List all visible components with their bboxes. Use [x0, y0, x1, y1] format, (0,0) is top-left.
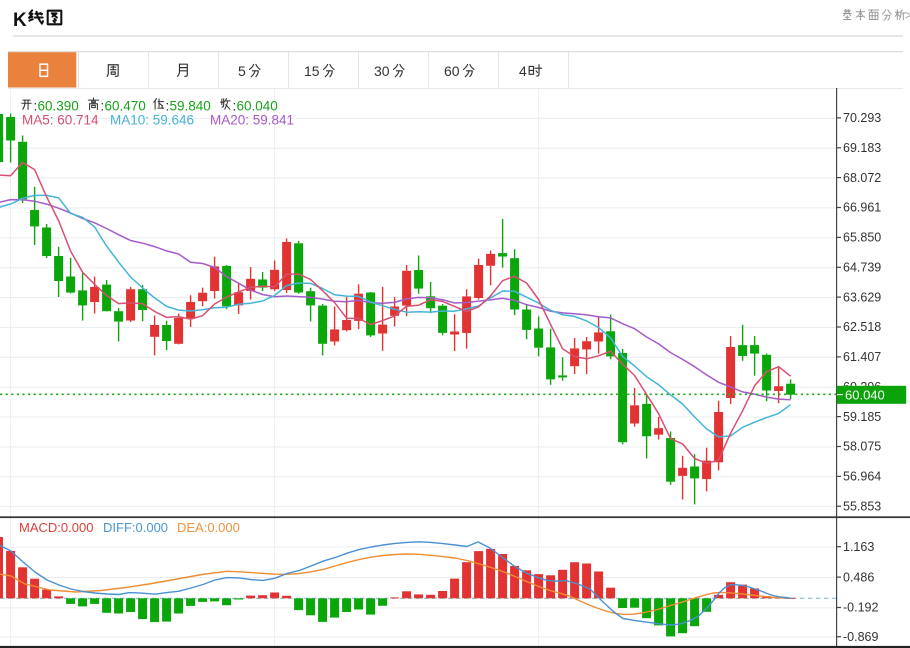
- svg-text:K: K: [13, 10, 27, 31]
- svg-text:DEA:0.000: DEA:0.000: [177, 520, 240, 535]
- svg-text:62.518: 62.518: [843, 320, 881, 334]
- svg-text:69.183: 69.183: [843, 141, 881, 155]
- svg-text:1.163: 1.163: [843, 540, 874, 554]
- svg-text:5: 5: [238, 63, 246, 79]
- svg-text:68.072: 68.072: [843, 171, 881, 185]
- svg-text:-0.192: -0.192: [843, 601, 878, 615]
- svg-text:4: 4: [519, 63, 527, 79]
- svg-text:59.840: 59.840: [170, 98, 211, 113]
- svg-text:61.407: 61.407: [843, 350, 881, 364]
- svg-text:30: 30: [374, 63, 390, 79]
- svg-text:MA10: 59.646: MA10: 59.646: [110, 113, 194, 128]
- svg-text:60: 60: [444, 63, 460, 79]
- svg-text:15: 15: [304, 63, 320, 79]
- svg-text:-0.869: -0.869: [843, 630, 878, 644]
- svg-text:66.961: 66.961: [843, 201, 881, 215]
- svg-text:56.964: 56.964: [843, 470, 881, 484]
- svg-text:60.390: 60.390: [38, 98, 79, 113]
- svg-text:70.293: 70.293: [843, 111, 881, 125]
- svg-text:63.629: 63.629: [843, 290, 881, 304]
- svg-text::: :: [101, 98, 105, 113]
- svg-text:58.075: 58.075: [843, 440, 881, 454]
- svg-text:MA20: 59.841: MA20: 59.841: [210, 113, 294, 128]
- svg-text:>: >: [905, 8, 910, 22]
- svg-text:0.486: 0.486: [843, 570, 874, 584]
- svg-text:DIFF:0.000: DIFF:0.000: [103, 520, 168, 535]
- svg-text::: :: [166, 98, 170, 113]
- svg-text:60.040: 60.040: [845, 388, 885, 403]
- svg-text::: :: [34, 98, 38, 113]
- svg-text:MACD:0.000: MACD:0.000: [19, 520, 93, 535]
- svg-text:60.040: 60.040: [237, 98, 278, 113]
- svg-text:55.853: 55.853: [843, 499, 881, 513]
- svg-text::: :: [233, 98, 237, 113]
- svg-text:64.739: 64.739: [843, 261, 881, 275]
- svg-text:59.185: 59.185: [843, 410, 881, 424]
- svg-text:65.850: 65.850: [843, 231, 881, 245]
- svg-text:MA5: 60.714: MA5: 60.714: [22, 113, 99, 128]
- svg-text:60.470: 60.470: [105, 98, 146, 113]
